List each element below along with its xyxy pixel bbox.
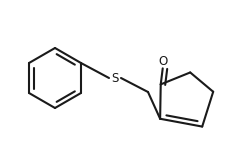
Text: O: O <box>158 55 167 68</box>
Text: S: S <box>111 72 119 84</box>
